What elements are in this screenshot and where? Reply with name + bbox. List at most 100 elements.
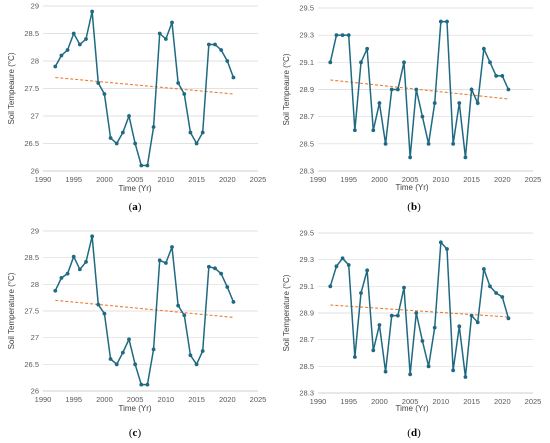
- chart-panel-b: 28.3 28.5 28.7 28.9 29.1 29.3 29.5 1990 1995 2000…: [282, 4, 541, 214]
- y-tick-label: 29.3: [299, 255, 314, 264]
- y-tick-label: 27.5: [24, 84, 39, 93]
- trendline: [330, 304, 509, 318]
- data-point: [395, 87, 400, 92]
- data-point: [500, 295, 505, 299]
- y-tick-label: 29.5: [299, 229, 314, 238]
- x-tick-label: 2020: [494, 397, 511, 406]
- x-tick-label: 2015: [463, 175, 480, 184]
- data-point: [194, 362, 199, 367]
- data-point: [469, 87, 474, 92]
- x-tick-label: 1995: [340, 397, 357, 406]
- data-point: [346, 263, 351, 267]
- y-tick-label: 29.3: [299, 31, 314, 40]
- data-point: [408, 155, 413, 160]
- data-point: [59, 276, 64, 280]
- x-tick-label: 2010: [433, 175, 450, 184]
- series-line: [329, 20, 510, 158]
- data-point: [457, 324, 462, 329]
- x-tick-label: 2015: [188, 395, 205, 404]
- data-point: [65, 271, 70, 276]
- data-point: [77, 267, 82, 272]
- x-tick-label: 1990: [35, 395, 52, 404]
- data-point: [225, 285, 230, 289]
- data-point: [383, 369, 388, 374]
- data-point: [182, 92, 187, 96]
- data-point: [176, 303, 181, 308]
- data-point: [389, 313, 394, 318]
- x-tick-label: 2025: [525, 397, 542, 406]
- series-line: [54, 236, 235, 386]
- data-point: [457, 101, 462, 105]
- data-point: [340, 256, 345, 261]
- data-point: [90, 234, 95, 239]
- data-point: [206, 42, 211, 47]
- data-point: [71, 31, 76, 36]
- x-axis-label: Time (Yr): [395, 183, 428, 192]
- y-tick-label: 26.5: [24, 139, 39, 148]
- y-tick-label: 29: [31, 227, 39, 236]
- data-point: [481, 46, 486, 51]
- data-point: [127, 114, 131, 118]
- y-tick-label: 28.5: [24, 29, 39, 38]
- data-point: [469, 313, 474, 318]
- data-point: [151, 125, 156, 129]
- data-point: [225, 59, 230, 63]
- data-point: [59, 53, 64, 58]
- data-point: [463, 375, 468, 379]
- data-point: [170, 245, 174, 249]
- x-tick-label: 2005: [402, 397, 419, 406]
- y-tick-label: 28.3: [299, 389, 314, 398]
- data-point: [219, 271, 224, 276]
- data-point: [139, 163, 144, 168]
- x-tick-label: 2005: [127, 175, 144, 184]
- data-point: [420, 114, 425, 119]
- data-point: [463, 155, 468, 160]
- data-point: [506, 316, 511, 321]
- data-point: [389, 87, 394, 92]
- data-point: [451, 141, 456, 146]
- y-tick-label: 28: [31, 280, 39, 289]
- data-point: [488, 60, 492, 65]
- data-point: [475, 320, 480, 325]
- data-point: [145, 382, 150, 387]
- x-tick-label: 2000: [96, 175, 113, 184]
- x-tick-label: 2000: [96, 395, 113, 404]
- data-point: [365, 268, 370, 273]
- data-point: [408, 372, 413, 377]
- data-point: [506, 87, 511, 92]
- data-point: [328, 60, 333, 65]
- data-point: [451, 368, 456, 373]
- data-point: [65, 48, 70, 52]
- data-point: [182, 313, 187, 318]
- panel-label: (d): [407, 427, 421, 439]
- data-point: [426, 364, 431, 369]
- data-point: [77, 42, 82, 47]
- x-tick-label: 2025: [525, 175, 542, 184]
- data-point: [432, 325, 437, 330]
- x-axis-label: Time (Yr): [395, 404, 428, 413]
- data-point: [108, 357, 113, 361]
- y-tick-label: 29.1: [299, 282, 314, 291]
- x-tick-label: 2020: [219, 175, 236, 184]
- y-tick-label: 26: [31, 387, 39, 396]
- data-point: [145, 163, 150, 168]
- data-point: [96, 302, 101, 307]
- x-tick-label: 1990: [310, 397, 327, 406]
- y-axis-label: Soil Tempeaure (°C): [282, 53, 291, 125]
- data-point: [163, 37, 168, 41]
- data-point: [157, 258, 162, 263]
- data-point: [420, 339, 425, 343]
- data-point: [102, 311, 107, 316]
- y-tick-label: 28.7: [299, 112, 314, 121]
- y-tick-label: 27.5: [24, 307, 39, 316]
- data-point: [219, 48, 224, 52]
- data-point: [359, 60, 363, 65]
- data-point: [328, 284, 333, 289]
- data-point: [90, 9, 95, 14]
- panel-label: (a): [129, 201, 142, 213]
- data-point: [170, 20, 174, 25]
- data-point: [120, 350, 125, 355]
- data-point: [127, 337, 131, 342]
- x-tick-label: 2025: [250, 395, 267, 404]
